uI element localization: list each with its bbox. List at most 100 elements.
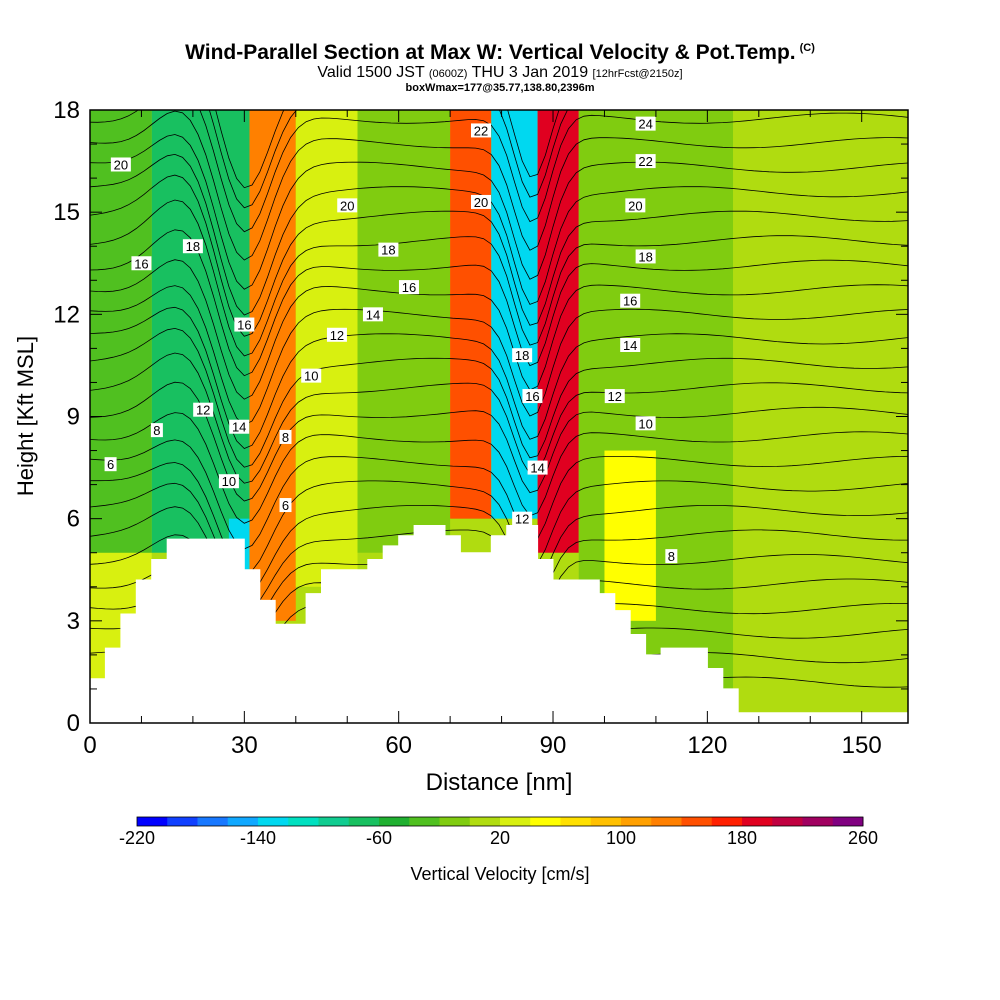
- colorbar-swatch: [832, 817, 864, 826]
- contour-label: 14: [623, 338, 637, 353]
- colorbar-swatch: [348, 817, 380, 826]
- valid-time-utc: (0600Z): [428, 68, 468, 80]
- y-tick-label: 0: [67, 710, 80, 737]
- chart-header: Wind-Parallel Section at Max W: Vertical…: [0, 36, 1000, 94]
- contour-label: 18: [515, 348, 529, 363]
- contour-label-bg: [620, 337, 641, 352]
- colorbar-swatch: [772, 817, 803, 826]
- colorbar-swatch: [167, 817, 198, 826]
- colorbar-label: Vertical Velocity [cm/s]: [410, 864, 589, 884]
- velocity-cell: [90, 110, 152, 553]
- colorbar-swatch: [258, 817, 289, 826]
- contour-label-bg: [279, 498, 292, 513]
- contour-label: 8: [668, 549, 675, 564]
- contour-label: 22: [638, 154, 652, 169]
- forecast-info: [12hrFcst@2150z]: [592, 68, 683, 80]
- colorbar-swatch: [288, 817, 319, 826]
- contour-label-bg: [229, 419, 250, 434]
- x-tick-label: 90: [540, 732, 567, 759]
- colorbar-swatch: [742, 817, 773, 826]
- isentrope-line: [90, 412, 908, 524]
- contour-label-bg: [620, 293, 641, 308]
- contour-label-bg: [110, 157, 131, 172]
- colorbar-swatch: [197, 817, 229, 826]
- contour-label: 6: [107, 457, 114, 472]
- y-axis-label: Height [Kft MSL]: [13, 336, 38, 496]
- contour-label-bg: [218, 474, 239, 489]
- y-tick-label: 6: [67, 506, 80, 533]
- contour-label-bg: [104, 457, 117, 472]
- colorbar-swatch: [681, 817, 713, 826]
- valid-date: THU 3 Jan 2019: [471, 64, 589, 81]
- contour-label-bg: [362, 307, 383, 322]
- y-tick-label: 15: [53, 199, 80, 226]
- contour-label-bg: [398, 280, 419, 295]
- x-tick-label: 30: [231, 732, 258, 759]
- theta-contours: [90, 110, 908, 723]
- contour-label-bg: [378, 242, 399, 257]
- colorbar-swatch: [439, 817, 471, 826]
- terrain-mask: [90, 525, 908, 723]
- isentrope-line: [90, 352, 908, 484]
- contour-label-bg: [182, 239, 203, 254]
- colorbar-tick-label: 180: [727, 828, 757, 848]
- isentrope-line: [90, 134, 908, 290]
- colorbar-frame: [136, 816, 864, 827]
- velocity-cell: [491, 110, 538, 519]
- colorbar-swatch: [590, 817, 622, 826]
- contour-label-bg: [635, 249, 656, 264]
- velocity-cell: [537, 110, 579, 553]
- contour-label: 14: [530, 461, 544, 476]
- title-text: Wind-Parallel Section at Max W: Vertical…: [185, 41, 796, 64]
- colorbar-swatch: [379, 817, 410, 826]
- contour-label: 20: [628, 198, 642, 213]
- contour-label: 12: [608, 389, 622, 404]
- isentrope-line: [90, 153, 908, 316]
- contour-label: 12: [196, 403, 210, 418]
- contour-label-bg: [301, 368, 322, 383]
- contour-label-bg: [326, 327, 347, 342]
- isentrope-line: [90, 199, 908, 357]
- colorbar-swatch: [530, 817, 561, 826]
- y-tick-label: 3: [67, 608, 80, 635]
- colorbar-tick-label: 20: [490, 828, 510, 848]
- colorbar-swatch: [560, 817, 592, 826]
- contour-label-bg: [279, 429, 292, 444]
- colorbar-swatch: [227, 817, 259, 826]
- colorbar-swatch: [500, 817, 531, 826]
- colorbar: -220 -140 -60 20 100 180 260: [119, 816, 878, 848]
- contour-label: 18: [186, 239, 200, 254]
- x-tick-label: 120: [687, 732, 727, 759]
- isentrope-line: [90, 285, 908, 426]
- contour-label: 12: [330, 328, 344, 343]
- contour-label-bg: [635, 416, 656, 431]
- x-tick-label: 0: [83, 732, 96, 759]
- contour-label: 16: [402, 280, 416, 295]
- isentrope-line: [208, 110, 568, 209]
- contour-label: 18: [381, 243, 395, 258]
- contour-label: 20: [340, 198, 354, 213]
- colorbar-swatch: [802, 817, 834, 826]
- colorbar-swatch: [137, 817, 168, 826]
- isentrope-line: [90, 381, 908, 502]
- contour-label: 8: [153, 423, 160, 438]
- y-tick-label: 9: [67, 404, 80, 431]
- colorbar-tick-label: -60: [366, 828, 392, 848]
- x-tick-label: 150: [842, 732, 882, 759]
- contour-label-bg: [470, 194, 491, 209]
- box-wmax-info: boxWmax=177@35.77,138.80,2396m: [405, 82, 595, 94]
- colorbar-tick-label: 260: [848, 828, 878, 848]
- x-tick-label: 60: [385, 732, 412, 759]
- contour-labels: 20 16 18 8 6 12 10 14 16 8 6 10 12 14 16 18 20 22 20 18 16 14…: [104, 116, 678, 564]
- colorbar-swatch: [409, 817, 440, 826]
- contour-label: 14: [232, 420, 246, 435]
- x-axis-label: Distance [nm]: [426, 769, 573, 796]
- contour-label: 10: [304, 369, 318, 384]
- contour-label-bg: [337, 198, 358, 213]
- colorbar-swatch: [318, 817, 350, 826]
- valid-time-jst: Valid 1500 JST: [317, 64, 425, 81]
- contour-label-bg: [131, 256, 152, 271]
- velocity-cell: [295, 110, 358, 587]
- contour-label-bg: [512, 348, 533, 363]
